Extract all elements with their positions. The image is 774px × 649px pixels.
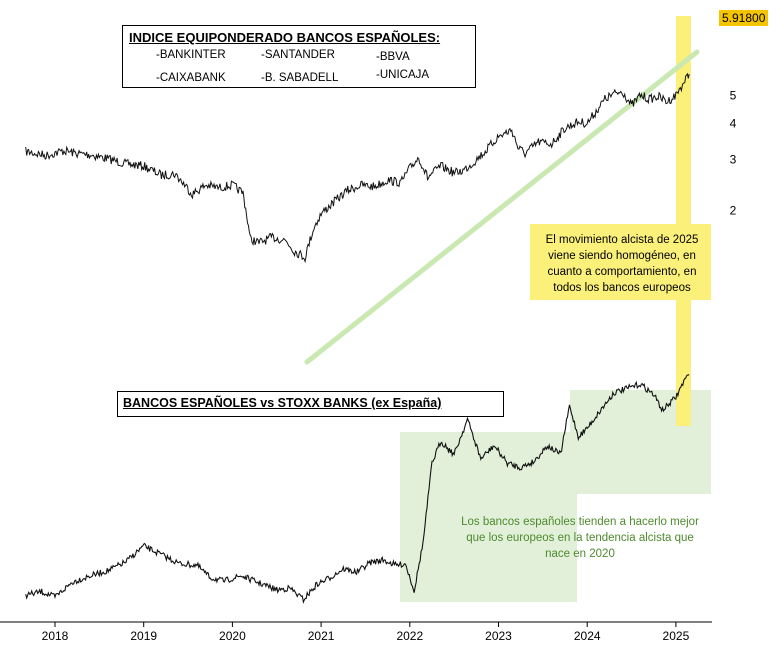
lower-chart <box>25 374 690 605</box>
highlight-zone-2022 <box>400 432 577 602</box>
x-tick-label: 2025 <box>663 629 690 643</box>
x-tick-label: 2018 <box>42 629 69 643</box>
lower-title-box: BANCOS ESPAÑOLES vs STOXX BANKS (ex Espa… <box>117 391 504 417</box>
bank-label-caixabank: -CAIXABANK <box>156 72 226 84</box>
highlight-2025 <box>676 16 691 426</box>
y-tick-label: 4 <box>730 116 737 130</box>
lower-series-line <box>25 374 690 605</box>
bank-label-sabadell: -B. SABADELL <box>261 72 339 84</box>
x-tick-label: 2023 <box>485 629 512 643</box>
y-tick-label: 5 <box>730 88 737 102</box>
upper-chart-title: INDICE EQUIPONDERADO BANCOS ESPAÑOLES: <box>129 30 441 45</box>
green-annotation: Los bancos españoles tienden a hacerlo m… <box>461 516 699 560</box>
lower-chart-title: BANCOS ESPAÑOLES vs STOXX BANKS (ex Espa… <box>123 396 442 410</box>
y-tick-label: 2 <box>730 204 737 218</box>
x-tick-label: 2020 <box>219 629 246 643</box>
upper-series-line <box>25 72 690 264</box>
highlight-layer <box>304 16 711 602</box>
annotation-highlight <box>530 224 711 300</box>
axes: 2 3 4 5 2018 2019 2020 2021 2022 2023 2024 2025 <box>0 88 737 643</box>
x-tick-label: 2022 <box>396 629 423 643</box>
x-tick-label: 2021 <box>308 629 335 643</box>
y-tick-label: 3 <box>730 153 737 167</box>
upper-chart <box>25 72 690 264</box>
trendline <box>304 49 700 365</box>
bank-label-unicaja: -UNICAJA <box>376 69 430 81</box>
x-tick-label: 2024 <box>574 629 601 643</box>
bank-label-santander: -SANTANDER <box>261 49 335 61</box>
yellow-annotation: El movimiento alcista de 2025 viene sien… <box>545 234 699 294</box>
x-tick-label: 2019 <box>130 629 157 643</box>
last-price-badge: 5.91800 <box>719 10 769 26</box>
bank-label-bbva: -BBVA <box>376 51 410 63</box>
upper-title-box: INDICE EQUIPONDERADO BANCOS ESPAÑOLES: -… <box>122 25 476 88</box>
bank-label-bankinter: -BANKINTER <box>156 49 226 61</box>
